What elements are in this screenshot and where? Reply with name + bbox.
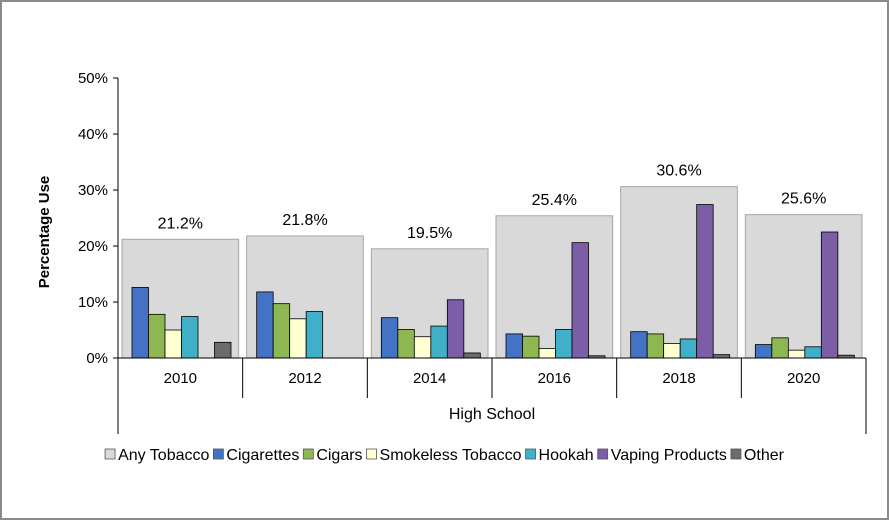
y-tick-label: 50% [78,70,108,87]
any-tobacco-data-label: 21.2% [158,215,203,232]
category-labels: 2010 2012 2014 2016 2018 2020 [164,370,821,387]
cigars-bar [771,337,789,359]
hookah-bar [804,346,822,359]
vaping-products-bar [696,204,714,359]
x-tick-label: 2016 [538,370,571,387]
hookah-legend-swatch [525,448,536,460]
y-tick-label: 40% [78,126,108,143]
cigars-bar [148,313,166,359]
other-bar [214,341,232,359]
y-tick-label: 10% [78,294,108,311]
x-tick-label: 2010 [164,370,197,387]
other-bar [712,354,731,359]
vaping-products-legend-label: Vaping Products [611,447,727,464]
x-tick-label: 2014 [413,370,446,387]
cigars-bar [397,329,415,359]
any-tobacco-legend-swatch [104,448,116,460]
any-tobacco-data-label: 25.6% [781,191,826,208]
cigars-legend-swatch [302,448,314,460]
y-tick-label: 30% [78,182,108,199]
vaping-products-bar [820,231,839,359]
hookah-bar [555,329,573,359]
any-tobacco-bar [620,186,738,359]
axes [113,77,867,434]
smokeless-tobacco-bar [289,318,307,359]
cigarettes-legend-swatch [212,448,224,460]
y-tick-label: 20% [78,238,108,255]
legend: Any Tobacco Cigarettes Cigars Smokeless Tob… [104,447,785,464]
smokeless-tobacco-legend-swatch [366,448,377,460]
any-tobacco-data-label: 21.8% [282,212,327,229]
y-tick-labels: 0% 10% 20% 30% 40% 50% [78,70,108,367]
vaping-products-bar [446,299,465,359]
x-tick-label: 2018 [662,370,695,387]
x-tick-label: 2012 [288,370,321,387]
smokeless-tobacco-legend-label: Smokeless Tobacco [380,447,522,464]
smokeless-tobacco-bar [413,336,432,359]
other-legend-label: Other [744,447,785,464]
smokeless-tobacco-bar [164,329,182,359]
cigars-bar [522,335,540,359]
cigarettes-bar [505,333,523,359]
cigars-bar [646,333,665,359]
cigarettes-bar [256,291,274,359]
cigarettes-bar [380,317,399,359]
other-legend-swatch [730,448,742,460]
hookah-legend-label: Hookah [539,447,594,464]
hookah-bar [430,325,448,359]
any-tobacco-bar [744,214,863,359]
y-tick-label: 0% [86,350,108,367]
hookah-bar [181,316,199,359]
cigarettes-legend-label: Cigarettes [226,447,299,464]
any-tobacco-bars: 21.2% 21.8% 19.5% 25.4% 30.6% 25.6% [121,163,863,359]
any-tobacco-data-label: 25.4% [532,192,577,209]
cigarettes-bar [131,287,149,359]
cigarettes-bar [754,344,773,359]
other-bar [463,352,481,359]
hookah-bar [679,338,698,359]
cigars-legend-label: Cigars [316,447,362,464]
any-tobacco-data-label: 30.6% [656,163,701,180]
x-tick-label: 2020 [787,370,820,387]
any-tobacco-legend-label: Any Tobacco [118,447,209,464]
cigarettes-bar [630,331,648,359]
cigars-bar [272,303,291,359]
group-label: High School [449,406,535,423]
any-tobacco-data-label: 19.5% [407,225,452,242]
hookah-bar [305,311,324,359]
vaping-products-legend-swatch [597,448,609,460]
product-bars [131,204,855,359]
smokeless-tobacco-bar [787,349,806,359]
smokeless-tobacco-bar [538,348,556,359]
smokeless-tobacco-bar [663,343,681,359]
vaping-products-bar [571,242,589,359]
y-axis-title: Percentage Use [36,176,53,289]
